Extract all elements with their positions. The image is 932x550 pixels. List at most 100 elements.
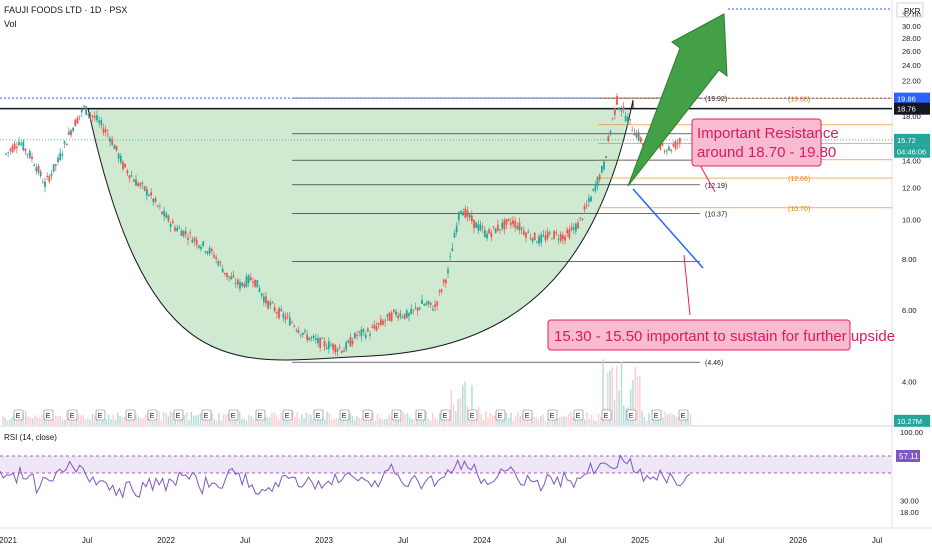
- candle-body: [509, 222, 512, 225]
- currency-box[interactable]: [896, 2, 924, 18]
- volume-bar: [135, 414, 137, 425]
- earnings-letter: E: [176, 413, 181, 420]
- candle-body: [24, 148, 27, 152]
- candle-body: [356, 335, 358, 337]
- candle-body: [520, 228, 523, 230]
- volume-bar: [190, 411, 193, 425]
- time-tick-label: 2021: [0, 536, 17, 545]
- candle-body: [613, 107, 616, 115]
- volume-bar: [151, 420, 153, 425]
- earnings-badge: [95, 409, 106, 421]
- candle-body: [410, 308, 413, 315]
- candle-body: [585, 205, 588, 206]
- candle-body: [26, 153, 29, 155]
- volume-bar: [570, 411, 572, 425]
- volume-bar: [466, 405, 469, 425]
- candle-body: [109, 138, 111, 142]
- candle-body: [234, 283, 237, 284]
- candle-body: [399, 313, 402, 317]
- volume-bar: [303, 417, 305, 425]
- candle-body: [384, 320, 387, 322]
- candle-body: [11, 145, 14, 153]
- candle-body: [555, 232, 558, 234]
- horizontal-levels: [0, 97, 892, 141]
- volume-bar: [482, 419, 485, 425]
- symbol-title[interactable]: FAUJI FOODS LTD · 1D · PSX: [4, 5, 127, 15]
- candle-body: [572, 227, 575, 230]
- volume-bar: [650, 419, 653, 425]
- volume-bar: [186, 412, 188, 425]
- volume-bar: [393, 420, 395, 425]
- volume-bar: [383, 419, 386, 425]
- volume-bar: [163, 411, 165, 425]
- time-axis[interactable]: 2021 Jul 2022 Jul 2023 Jul 2024 Jul 2025 Jul 2026 J…: [0, 536, 882, 545]
- rsi-label[interactable]: RSI (14, close): [4, 433, 57, 442]
- volume-bar: [489, 412, 492, 425]
- earnings-badge: [201, 409, 212, 421]
- candle-body: [163, 210, 166, 217]
- candle-body: [102, 128, 105, 133]
- candle-body: [622, 107, 625, 110]
- volume-bar: [264, 416, 266, 425]
- volume-bar: [374, 420, 377, 425]
- candle-body: [639, 137, 642, 143]
- candle-body: [473, 219, 475, 229]
- candle-body: [499, 229, 501, 231]
- time-tick-label: Jul: [872, 536, 882, 545]
- candle-body: [37, 165, 40, 173]
- volume-bar: [84, 419, 87, 425]
- candle-body: [178, 227, 181, 229]
- volume-bar: [618, 390, 620, 425]
- volume-bar: [434, 417, 436, 425]
- candle-body: [421, 299, 423, 304]
- candle-body: [96, 115, 98, 121]
- volume-bar: [119, 416, 121, 425]
- volume-bar: [379, 418, 381, 425]
- candle-body: [457, 212, 460, 221]
- volume-bar: [560, 416, 563, 425]
- volume-bar: [94, 415, 96, 425]
- candle-body: [559, 233, 562, 242]
- price-tick-label: 4.00: [902, 377, 917, 386]
- volume-bar: [307, 413, 310, 425]
- candle-body: [531, 238, 534, 242]
- support-pointer: [683, 254, 691, 316]
- candle-body: [503, 220, 506, 230]
- volume-bar: [215, 420, 218, 425]
- earnings-letter: E: [46, 413, 51, 420]
- support-note[interactable]: 15.30 - 15.50 important to sustain for f…: [547, 319, 895, 351]
- resistance-note[interactable]: Important Resistance around 18.70 - 19.8…: [691, 118, 839, 167]
- volume-bar: [146, 413, 149, 425]
- volume-bar: [634, 367, 636, 425]
- volume-bar: [333, 419, 335, 425]
- volume-bar: [317, 419, 319, 425]
- volume-bar: [199, 413, 202, 425]
- candle-body: [113, 145, 116, 150]
- volume-bar: [15, 419, 18, 425]
- volume-bar: [478, 407, 480, 425]
- price-axis[interactable]: 32.00 30.00 28.00 26.00 24.00 22.00 18.00 14.00…: [894, 10, 930, 427]
- volume-bar: [429, 420, 432, 425]
- volume-bar: [457, 399, 459, 425]
- volume-bar: [213, 419, 216, 425]
- earnings-badge: [67, 409, 78, 421]
- volume-bar: [38, 417, 41, 425]
- rsi-tick-label: 30.00: [900, 496, 919, 505]
- volume-bar: [96, 419, 98, 425]
- candle-body: [232, 275, 235, 278]
- volume-bar: [82, 414, 84, 425]
- volume-bar: [266, 417, 268, 425]
- candle-body: [202, 241, 205, 246]
- candle-body: [249, 277, 252, 281]
- candle-body: [672, 144, 675, 147]
- earnings-badge: [13, 409, 24, 421]
- candle-body: [395, 311, 397, 316]
- earnings-letter: E: [150, 413, 155, 420]
- volume-bar: [296, 412, 298, 425]
- rsi-line: [0, 454, 691, 499]
- candle-body: [661, 143, 664, 146]
- volume-bar: [197, 414, 199, 425]
- volume-bar: [77, 415, 80, 425]
- candle-body: [678, 138, 681, 143]
